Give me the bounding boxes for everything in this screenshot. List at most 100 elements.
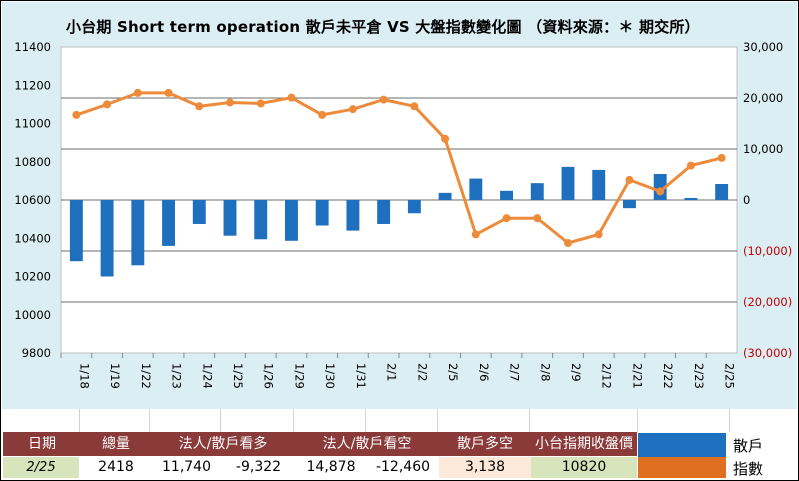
x-tick-label: 2/23 — [692, 363, 706, 389]
cell-long-inst: 11,740 — [162, 459, 211, 475]
index-line — [75, 91, 722, 245]
gridline — [149, 409, 150, 432]
x-tick-label: 2/5 — [446, 363, 460, 382]
gridline — [529, 409, 530, 432]
x-tick-label: 1/30 — [323, 363, 337, 389]
bar — [715, 183, 729, 200]
line-point — [686, 161, 695, 170]
x-tick-label: 2/7 — [508, 363, 522, 382]
x-tick-label: 1/25 — [231, 363, 245, 389]
header-date: 日期 — [28, 436, 56, 452]
x-tick-label: 1/31 — [354, 363, 368, 389]
x-tick-label: 2/6 — [477, 363, 491, 382]
line-point — [410, 102, 419, 111]
x-tick-label: 1/22 — [139, 363, 153, 389]
chart-area: 11400 11200 11000 10800 10600 10400 10200 10000… — [2, 2, 797, 409]
bar — [592, 169, 606, 200]
bar — [100, 200, 114, 277]
line-point — [533, 214, 542, 223]
cell-retail-net: 3,138 — [439, 457, 531, 478]
line-point — [441, 134, 450, 143]
table-header: 日期 總量 法人/散戶看多 法人/散戶看空 散戶多空 小台指期收盤價 — [3, 432, 637, 456]
x-tick-label: 2/1 — [385, 363, 399, 382]
bar — [407, 200, 421, 214]
chart-svg: 11400 11200 11000 10800 10600 10400 10200 10000… — [14, 40, 792, 389]
left-axis-tick-label: 11400 — [14, 40, 51, 54]
right-axis-tick-label: (10,000) — [743, 244, 792, 258]
gridline — [729, 409, 730, 432]
left-axis-tick-label: 9800 — [22, 346, 51, 360]
x-tick-label: 1/23 — [170, 363, 184, 389]
cell-close: 10820 — [531, 457, 637, 478]
bar — [500, 190, 513, 200]
line-point — [133, 88, 142, 97]
x-tick-label: 2/2 — [415, 363, 429, 382]
x-tick-label: 1/26 — [262, 363, 276, 389]
bar — [131, 200, 145, 266]
left-axis-tick-label: 10200 — [14, 270, 51, 284]
left-axis-tick-label: 10000 — [14, 308, 51, 322]
bar — [285, 200, 298, 241]
legend-bar-label: 散戶 — [733, 437, 764, 455]
cell-short-inst: 14,878 — [306, 459, 356, 475]
bar — [315, 200, 329, 226]
bar — [684, 197, 698, 200]
header-total: 總量 — [102, 436, 130, 452]
left-axis-tick-label: 10800 — [14, 155, 51, 169]
line-point — [656, 187, 665, 196]
right-axis-tick-label: 30,000 — [743, 40, 783, 54]
bar — [438, 192, 452, 200]
bar — [377, 200, 391, 224]
header-long: 法人/散戶看多 — [178, 436, 268, 452]
bar — [469, 178, 483, 200]
bar — [192, 200, 206, 224]
left-axis-tick-label: 11000 — [14, 117, 51, 131]
legend-bar-swatch — [638, 433, 726, 457]
header-net: 散戶多空 — [457, 436, 513, 452]
cell-total: 2418 — [98, 459, 134, 475]
line-point — [256, 99, 265, 108]
x-tick-label: 2/12 — [600, 363, 614, 389]
right-axis-tick-label: 20,000 — [743, 91, 783, 105]
x-tick-label: 1/19 — [108, 363, 122, 389]
header-short: 法人/散戶看空 — [322, 436, 412, 452]
cell-short-retail: -12,460 — [375, 459, 431, 475]
bar — [346, 200, 360, 231]
line-point — [164, 88, 173, 97]
line-point — [195, 102, 204, 111]
table-gridlines — [1, 409, 798, 432]
legend-line-label: 指數 — [733, 460, 764, 478]
right-axis-tick-label: 10,000 — [743, 142, 783, 156]
left-axis-tick-label: 11200 — [14, 78, 51, 92]
x-tick-label: 2/8 — [538, 363, 552, 382]
cell-date: 2/25 — [3, 457, 79, 478]
legend-line-swatch — [638, 457, 726, 478]
left-axis-tick-label: 10600 — [14, 193, 51, 207]
cell-long-retail: -9,322 — [235, 459, 282, 475]
x-tick-label: 2/22 — [661, 363, 675, 389]
x-tick-label: 2/9 — [569, 363, 583, 382]
line-point — [379, 95, 388, 104]
gridline — [365, 409, 366, 432]
line-point — [226, 98, 234, 107]
gridline — [637, 409, 638, 432]
line-point — [348, 105, 357, 114]
gridline — [437, 409, 438, 432]
bar — [530, 183, 544, 200]
gridline — [220, 409, 221, 432]
line-point — [287, 93, 296, 102]
chart-title: 小台期 Short term operation 散戶未平倉 VS 大盤指數變化… — [66, 18, 700, 36]
line-point — [717, 153, 726, 162]
line-point — [625, 175, 634, 184]
bar — [223, 200, 237, 236]
x-tick-label: 1/18 — [77, 363, 91, 389]
line-point — [72, 110, 81, 119]
x-tick-label: 2/25 — [723, 363, 737, 389]
left-axis-tick-label: 10400 — [14, 231, 51, 245]
bar — [69, 200, 83, 262]
table-row: 2/25 2418 11,740 -9,322 14,878 -12,460 3… — [3, 457, 637, 478]
header-close: 小台指期收盤價 — [535, 436, 633, 452]
bar — [561, 166, 575, 200]
bar — [623, 200, 636, 209]
